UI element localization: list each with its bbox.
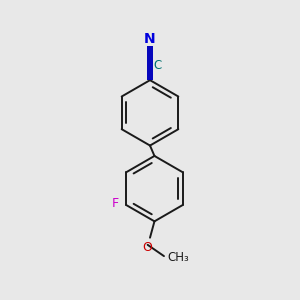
Text: O: O bbox=[143, 241, 153, 254]
Text: C: C bbox=[154, 59, 162, 72]
Text: F: F bbox=[112, 197, 119, 210]
Text: N: N bbox=[144, 32, 156, 46]
Text: CH₃: CH₃ bbox=[167, 251, 189, 264]
